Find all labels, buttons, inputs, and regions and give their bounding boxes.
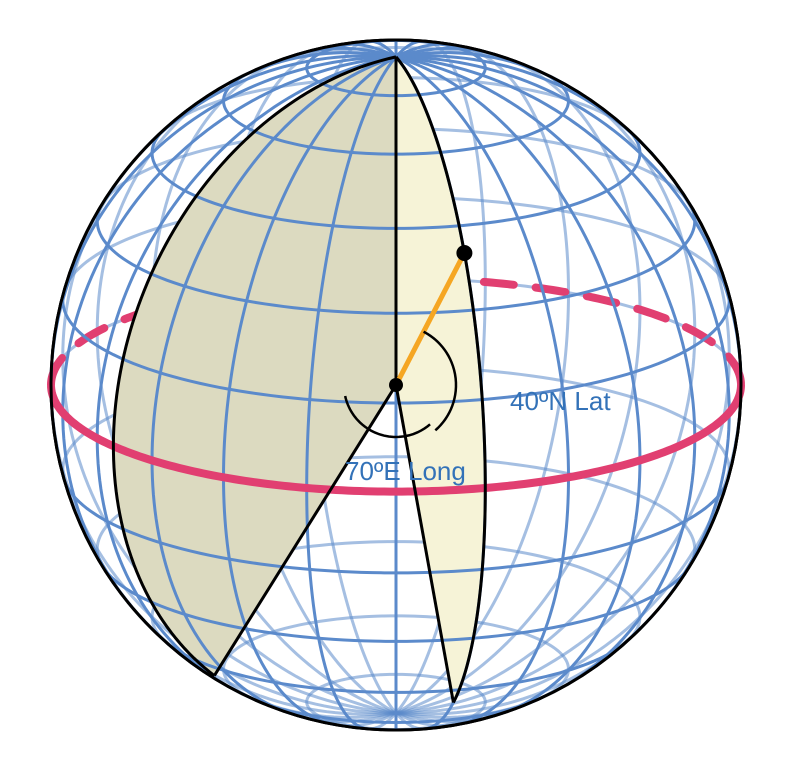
longitude-label: 70ºE Long xyxy=(345,456,466,486)
latitude-label: 40ºN Lat xyxy=(510,386,611,416)
coordinate-sphere-diagram: 40ºN Lat 70ºE Long xyxy=(0,0,792,760)
